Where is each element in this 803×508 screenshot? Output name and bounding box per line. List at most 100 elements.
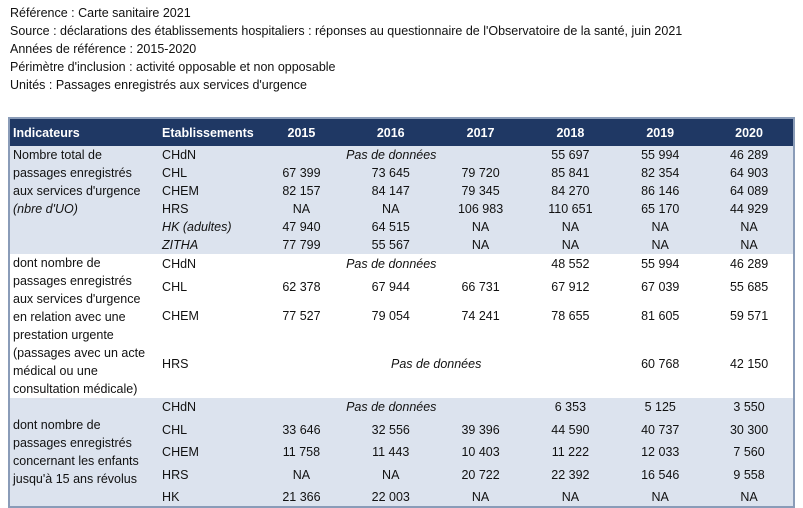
- value-cell: 21 366: [257, 488, 346, 507]
- establishment-cell: CHL: [159, 273, 258, 302]
- value-cell: 11 758: [257, 443, 346, 461]
- value-cell: NA: [435, 218, 526, 236]
- value-cell: NA: [345, 200, 436, 218]
- table-row: CHL 33 646 32 556 39 396 44 590 40 737 3…: [9, 416, 794, 443]
- value-cell: 6 353: [525, 398, 616, 416]
- col-header-2019: 2019: [646, 125, 675, 140]
- value-cell: 22 003: [345, 488, 436, 507]
- value-cell: 60 768: [615, 330, 706, 398]
- establishment-cell: HRS: [159, 200, 258, 218]
- establishment-cell: HK: [159, 488, 258, 507]
- value-cell: 16 546: [615, 461, 706, 488]
- value-cell: 82 354: [615, 164, 706, 182]
- establishment-cell: HRS: [159, 330, 258, 398]
- value-cell: 48 552: [525, 254, 616, 274]
- emergency-visits-table: Indicateurs Etablissements 2015 2016 201…: [8, 117, 795, 508]
- table-row: HRS NA NA 20 722 22 392 16 546 9 558: [9, 461, 794, 488]
- value-cell: NA: [615, 236, 706, 254]
- col-header-2017: 2017: [466, 125, 495, 140]
- value-cell: 33 646: [257, 416, 346, 443]
- value-cell: 81 605: [615, 301, 706, 331]
- indicator-cell: Nombre total de passages enregistrés aux…: [9, 146, 160, 254]
- value-cell: 55 685: [705, 273, 794, 302]
- establishment-cell: CHEM: [159, 182, 258, 200]
- value-cell: 11 443: [345, 443, 436, 461]
- value-cell: 77 527: [257, 301, 346, 331]
- value-cell: 59 571: [705, 301, 794, 331]
- value-cell: 84 270: [525, 182, 616, 200]
- indicator-text: Nombre total de passages enregistrés aux…: [13, 148, 141, 198]
- table-row: CHEM 77 527 79 054 74 241 78 655 81 605 …: [9, 301, 794, 331]
- table-row: HRS NA NA 106 983 110 651 65 170 44 929: [9, 200, 794, 218]
- value-cell: 22 392: [525, 461, 616, 488]
- no-data-cell: Pas de données: [257, 254, 526, 274]
- value-cell: 44 929: [705, 200, 794, 218]
- value-cell: 39 396: [435, 416, 526, 443]
- indicator-cell: dont nombre de passages enregistrés conc…: [9, 398, 160, 507]
- value-cell: 67 399: [257, 164, 346, 182]
- value-cell: 77 799: [257, 236, 346, 254]
- value-cell: NA: [257, 200, 346, 218]
- value-cell: 106 983: [435, 200, 526, 218]
- value-cell: NA: [525, 218, 616, 236]
- value-cell: NA: [435, 236, 526, 254]
- value-cell: 12 033: [615, 443, 706, 461]
- years-line: Années de référence : 2015-2020: [10, 42, 197, 56]
- table-row: ZITHA 77 799 55 567 NA NA NA NA: [9, 236, 794, 254]
- value-cell: NA: [435, 488, 526, 507]
- value-cell: 66 731: [435, 273, 526, 302]
- value-cell: 30 300: [705, 416, 794, 443]
- value-cell: 42 150: [705, 330, 794, 398]
- value-cell: NA: [615, 218, 706, 236]
- value-cell: 79 345: [435, 182, 526, 200]
- value-cell: 9 558: [705, 461, 794, 488]
- establishment-cell: HK (adultes): [159, 218, 258, 236]
- establishment-cell: ZITHA: [159, 236, 258, 254]
- establishment-cell: HRS: [159, 461, 258, 488]
- value-cell: 64 089: [705, 182, 794, 200]
- table-row: dont nombre de passages enregistrés conc…: [9, 398, 794, 507]
- value-cell: 110 651: [525, 200, 616, 218]
- value-cell: 67 944: [345, 273, 436, 302]
- value-cell: 67 039: [615, 273, 706, 302]
- no-data-cell: Pas de données: [257, 398, 526, 416]
- reference-line: Référence : Carte sanitaire 2021: [10, 6, 191, 20]
- value-cell: NA: [705, 488, 794, 507]
- table-row: HK (adultes) 47 940 64 515 NA NA NA NA: [9, 218, 794, 236]
- value-cell: 65 170: [615, 200, 706, 218]
- col-header-establishments: Etablissements: [162, 125, 254, 140]
- value-cell: 46 289: [705, 254, 794, 274]
- value-cell: 62 378: [257, 273, 346, 302]
- value-cell: 55 697: [525, 146, 616, 164]
- col-header-indicators: Indicateurs: [13, 125, 80, 140]
- value-cell: 55 567: [345, 236, 436, 254]
- value-cell: 73 645: [345, 164, 436, 182]
- value-cell: 64 903: [705, 164, 794, 182]
- col-header-2016: 2016: [376, 125, 405, 140]
- no-data-cell: Pas de données: [257, 330, 616, 398]
- table-row: HRS Pas de données 60 768 42 150: [9, 330, 794, 398]
- establishment-cell: CHdN: [159, 398, 258, 416]
- metadata-block: Référence : Carte sanitaire 2021 Source …: [10, 4, 682, 94]
- value-cell: NA: [525, 236, 616, 254]
- value-cell: 44 590: [525, 416, 616, 443]
- value-cell: NA: [257, 461, 346, 488]
- value-cell: 32 556: [345, 416, 436, 443]
- establishment-cell: CHL: [159, 164, 258, 182]
- value-cell: 85 841: [525, 164, 616, 182]
- value-cell: NA: [525, 488, 616, 507]
- table-row: CHEM 82 157 84 147 79 345 84 270 86 146 …: [9, 182, 794, 200]
- perimeter-line: Périmètre d'inclusion : activité opposab…: [10, 60, 336, 74]
- value-cell: 82 157: [257, 182, 346, 200]
- table-row: Nombre total de passages enregistrés aux…: [9, 146, 794, 254]
- table-row: dont nombre de passages enregistrés aux …: [9, 254, 794, 398]
- value-cell: 86 146: [615, 182, 706, 200]
- establishment-cell: CHEM: [159, 301, 258, 331]
- value-cell: NA: [705, 236, 794, 254]
- indicator-cell: dont nombre de passages enregistrés aux …: [9, 254, 160, 398]
- establishment-cell: CHdN: [159, 254, 258, 274]
- value-cell: 7 560: [705, 443, 794, 461]
- value-cell: 11 222: [525, 443, 616, 461]
- value-cell: NA: [705, 218, 794, 236]
- value-cell: NA: [615, 488, 706, 507]
